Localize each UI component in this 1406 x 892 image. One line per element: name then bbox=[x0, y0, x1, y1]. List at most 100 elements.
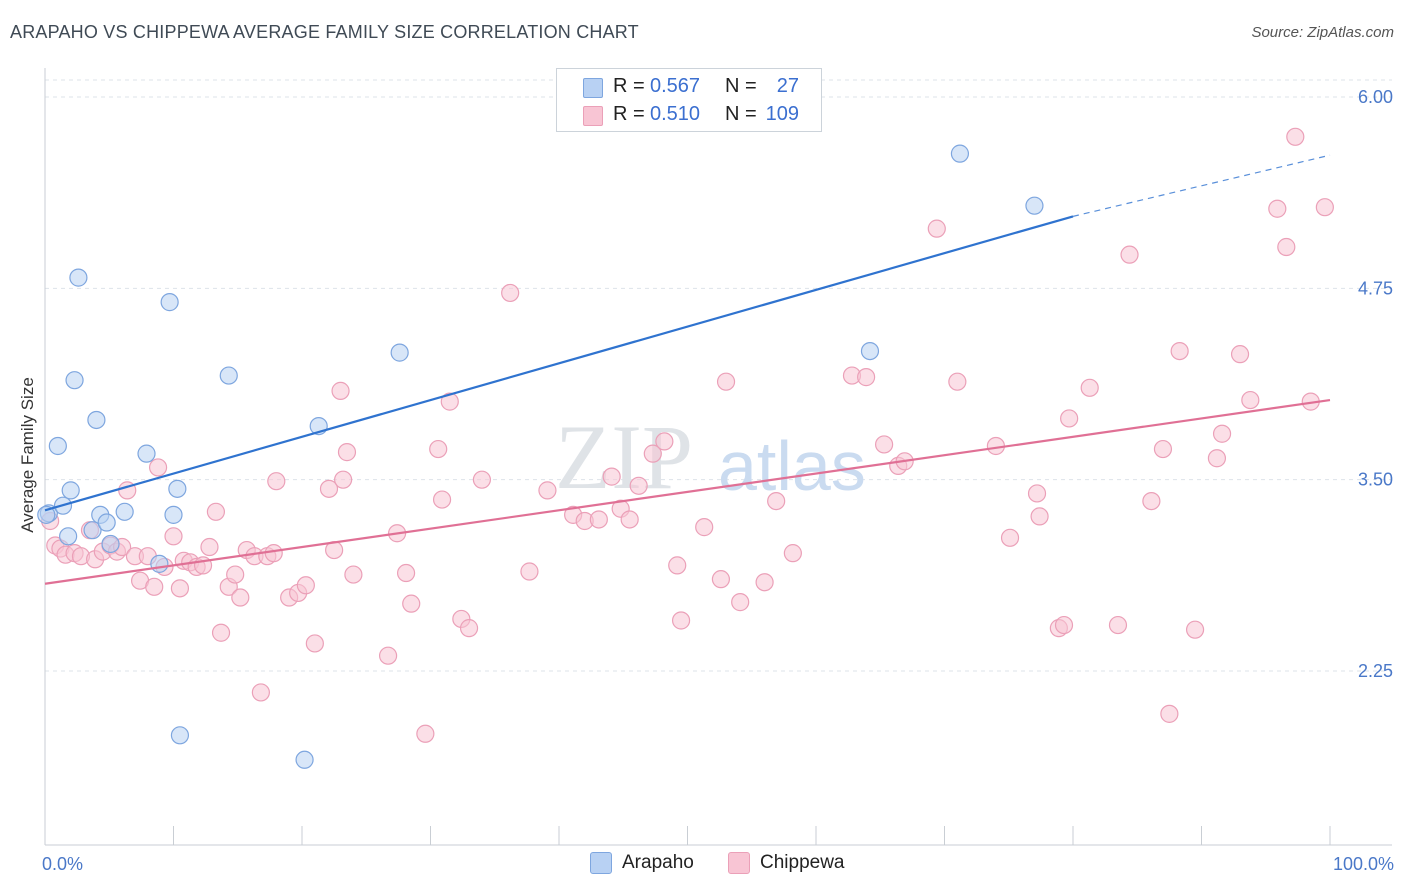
chippewa-trend-line bbox=[44, 398, 1331, 585]
y-tick-label: 4.75 bbox=[1358, 278, 1393, 298]
chippewa-point bbox=[402, 594, 421, 613]
chippewa-point bbox=[472, 470, 491, 489]
chippewa-point bbox=[671, 611, 691, 630]
arapaho-point bbox=[950, 144, 970, 163]
arapaho-point bbox=[61, 481, 80, 500]
chippewa-point bbox=[1212, 424, 1232, 443]
y-tick-label: 6.00 bbox=[1358, 87, 1393, 107]
chippewa-point bbox=[589, 510, 608, 529]
chippewa-point bbox=[145, 577, 164, 596]
chippewa-point bbox=[1185, 620, 1205, 639]
chippewa-point bbox=[416, 724, 435, 743]
legend-n-label: N = bbox=[725, 75, 757, 97]
legend-row-arapaho: R = 0.567 N = 27 bbox=[557, 73, 821, 101]
x-tick-label: 0.0% bbox=[42, 854, 83, 874]
arapaho-point bbox=[83, 521, 102, 540]
arapaho-point bbox=[390, 343, 409, 362]
chippewa-point bbox=[344, 565, 363, 584]
watermark-zip: ZIP bbox=[555, 406, 693, 508]
correlation-legend: R = 0.567 N = 27 R = 0.510 N = 109 bbox=[556, 68, 822, 132]
legend-r-value: 0.567 bbox=[650, 75, 701, 97]
chippewa-legend-label: Chippewa bbox=[760, 852, 845, 873]
chippewa-point bbox=[1080, 378, 1099, 397]
chippewa-point bbox=[148, 458, 168, 477]
tick-labels: 2.25 3.50 4.75 6.00 0.0% 100.0% bbox=[42, 87, 1394, 874]
chippewa-point bbox=[695, 518, 714, 537]
arapaho-point bbox=[101, 534, 120, 554]
arapaho-legend-swatch bbox=[590, 852, 612, 874]
chippewa-point bbox=[1170, 341, 1189, 361]
arapaho-trend-line bbox=[44, 215, 1074, 512]
watermark-atlas: atlas bbox=[718, 427, 866, 505]
chippewa-point bbox=[331, 381, 350, 400]
chippewa-legend-swatch bbox=[728, 852, 750, 874]
chippewa-point bbox=[296, 576, 315, 595]
arapaho-point bbox=[59, 527, 78, 546]
chippewa-point bbox=[1142, 491, 1161, 511]
chippewa-point bbox=[501, 283, 520, 303]
chippewa-points bbox=[41, 127, 1334, 743]
chippewa-point bbox=[520, 562, 539, 581]
chippewa-point bbox=[783, 544, 802, 563]
arapaho-point bbox=[69, 268, 88, 287]
arapaho-point bbox=[115, 502, 134, 521]
chippewa-point bbox=[875, 435, 894, 454]
chippewa-point bbox=[1268, 199, 1287, 218]
arapaho-point bbox=[97, 513, 116, 532]
legend-r-label: R = bbox=[613, 75, 645, 97]
chippewa-point bbox=[251, 683, 270, 702]
chippewa-point bbox=[226, 565, 245, 584]
chippewa-point bbox=[1120, 245, 1139, 264]
arapaho-legend-label: Arapaho bbox=[622, 852, 694, 873]
chippewa-point bbox=[231, 588, 250, 607]
x-tick-label: 100.0% bbox=[1333, 854, 1394, 874]
chippewa-point bbox=[170, 579, 190, 598]
chippewa-point bbox=[459, 619, 479, 638]
chippewa-point bbox=[731, 593, 750, 612]
chippewa-point bbox=[1054, 615, 1074, 635]
chippewa-point bbox=[716, 372, 736, 391]
chippewa-point bbox=[643, 444, 662, 463]
arapaho-point bbox=[137, 444, 156, 463]
chippewa-point bbox=[200, 537, 219, 557]
chippewa-point bbox=[655, 432, 674, 451]
arapaho-point bbox=[37, 505, 56, 524]
arapaho-point bbox=[87, 410, 106, 430]
legend-r-value: 0.510 bbox=[650, 103, 701, 125]
chippewa-point bbox=[629, 476, 648, 495]
arapaho-trend-extension bbox=[1072, 154, 1331, 217]
chippewa-point bbox=[264, 544, 283, 563]
chippewa-point bbox=[711, 570, 731, 589]
chippewa-point bbox=[432, 490, 452, 509]
chippewa-point bbox=[1241, 390, 1260, 410]
axes bbox=[44, 68, 1392, 846]
arapaho-point bbox=[219, 366, 238, 385]
chart-title: ARAPAHO VS CHIPPEWA AVERAGE FAMILY SIZE … bbox=[10, 22, 639, 42]
chippewa-point bbox=[602, 467, 621, 486]
legend-n-label: N = bbox=[725, 103, 757, 125]
arapaho-point bbox=[168, 479, 187, 498]
chippewa-swatch bbox=[583, 106, 603, 126]
y-tick-label: 3.50 bbox=[1358, 470, 1393, 490]
arapaho-swatch bbox=[583, 78, 603, 98]
arapaho-point bbox=[65, 371, 84, 390]
legend-row-chippewa: R = 0.510 N = 109 bbox=[557, 101, 821, 129]
chippewa-point bbox=[1108, 615, 1128, 635]
trend-lines bbox=[44, 154, 1331, 585]
chippewa-point bbox=[319, 479, 339, 498]
chippewa-point bbox=[1160, 704, 1179, 723]
chippewa-point bbox=[164, 527, 183, 546]
chippewa-point bbox=[948, 372, 967, 391]
chippewa-point bbox=[538, 481, 557, 500]
arapaho-point bbox=[295, 750, 314, 769]
chippewa-point bbox=[334, 470, 353, 489]
watermark: ZIP atlas bbox=[555, 406, 866, 508]
chippewa-point bbox=[620, 510, 639, 529]
chippewa-point bbox=[396, 563, 416, 583]
legend-r-label: R = bbox=[613, 103, 645, 125]
chippewa-point bbox=[1286, 127, 1305, 146]
y-tick-label: 2.25 bbox=[1358, 661, 1393, 681]
chippewa-point bbox=[267, 472, 286, 491]
chippewa-point bbox=[305, 634, 324, 653]
